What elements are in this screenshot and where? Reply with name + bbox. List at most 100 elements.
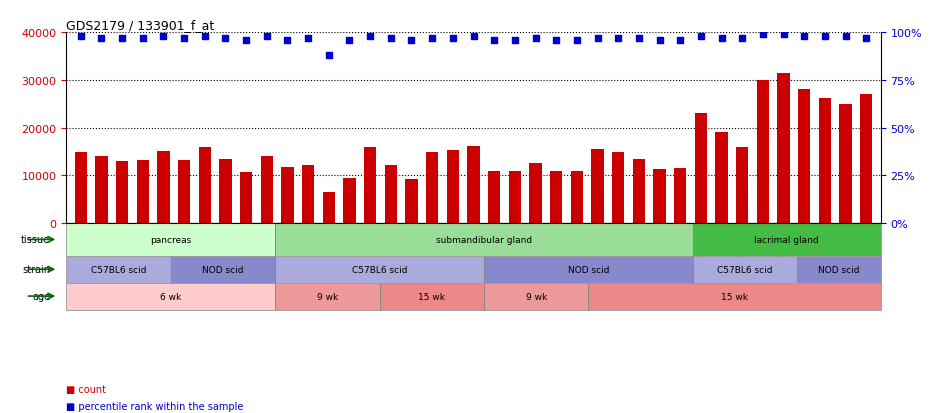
Point — [280, 37, 295, 44]
FancyBboxPatch shape — [66, 223, 276, 256]
Bar — [695, 114, 707, 223]
Text: C57BL6 scid: C57BL6 scid — [91, 265, 146, 274]
Point — [487, 37, 502, 44]
Bar — [405, 180, 418, 223]
FancyBboxPatch shape — [797, 256, 881, 283]
Bar — [509, 171, 521, 223]
Text: 15 wk: 15 wk — [419, 292, 445, 301]
Bar — [757, 81, 769, 223]
Text: NOD scid: NOD scid — [202, 265, 243, 274]
Bar — [75, 153, 87, 223]
Point — [259, 33, 275, 40]
Text: age: age — [32, 292, 50, 301]
Point — [590, 36, 605, 42]
Bar — [157, 152, 170, 223]
FancyBboxPatch shape — [693, 223, 881, 256]
Point — [817, 33, 832, 40]
Point — [218, 36, 233, 42]
Point — [73, 33, 88, 40]
FancyBboxPatch shape — [276, 223, 693, 256]
Text: pancreas: pancreas — [150, 235, 191, 244]
Point — [693, 33, 708, 40]
Text: strain: strain — [22, 265, 50, 275]
Bar — [343, 178, 356, 223]
Text: GDS2179 / 133901_f_at: GDS2179 / 133901_f_at — [66, 19, 215, 32]
Point — [776, 32, 791, 38]
Bar — [281, 167, 294, 223]
Point — [135, 36, 151, 42]
Text: ■ count: ■ count — [66, 385, 106, 394]
Point — [652, 37, 667, 44]
Point — [508, 37, 523, 44]
Point — [156, 33, 171, 40]
Point — [115, 36, 130, 42]
Text: tissue: tissue — [21, 235, 50, 245]
Text: C57BL6 scid: C57BL6 scid — [351, 265, 407, 274]
Point — [859, 36, 874, 42]
Point — [384, 36, 399, 42]
Bar — [426, 153, 438, 223]
Bar — [633, 160, 645, 223]
Bar — [612, 153, 624, 223]
FancyBboxPatch shape — [588, 283, 881, 310]
Text: ■ percentile rank within the sample: ■ percentile rank within the sample — [66, 401, 243, 411]
Point — [569, 37, 584, 44]
Bar — [178, 161, 190, 223]
FancyBboxPatch shape — [484, 283, 588, 310]
FancyBboxPatch shape — [276, 256, 484, 283]
Point — [796, 33, 812, 40]
Bar — [839, 104, 851, 223]
Bar — [777, 74, 790, 223]
Text: 9 wk: 9 wk — [316, 292, 338, 301]
Text: lacrimal gland: lacrimal gland — [755, 235, 819, 244]
Point — [466, 33, 481, 40]
Point — [548, 37, 563, 44]
Bar — [488, 172, 500, 223]
Bar — [323, 192, 335, 223]
Point — [527, 36, 543, 42]
Bar — [736, 147, 748, 223]
Point — [363, 33, 378, 40]
Bar — [467, 146, 480, 223]
Point — [176, 36, 191, 42]
FancyBboxPatch shape — [66, 283, 276, 310]
FancyBboxPatch shape — [276, 283, 380, 310]
Bar — [199, 147, 211, 223]
Bar — [260, 157, 273, 223]
Bar — [860, 95, 872, 223]
Point — [300, 36, 315, 42]
Point — [342, 37, 357, 44]
Point — [611, 36, 626, 42]
Point — [735, 36, 750, 42]
Bar — [529, 164, 542, 223]
Text: C57BL6 scid: C57BL6 scid — [717, 265, 773, 274]
Bar — [136, 161, 149, 223]
FancyBboxPatch shape — [380, 283, 484, 310]
Bar — [653, 169, 666, 223]
Text: 15 wk: 15 wk — [721, 292, 748, 301]
Text: NOD scid: NOD scid — [818, 265, 860, 274]
Bar — [447, 151, 459, 223]
Text: NOD scid: NOD scid — [567, 265, 609, 274]
Point — [424, 36, 439, 42]
Bar — [220, 159, 232, 223]
Bar — [715, 133, 727, 223]
Bar — [819, 99, 831, 223]
Point — [404, 37, 420, 44]
Text: submandibular gland: submandibular gland — [436, 235, 532, 244]
Bar — [571, 172, 583, 223]
Text: 9 wk: 9 wk — [526, 292, 546, 301]
Bar — [798, 90, 811, 223]
Point — [714, 36, 729, 42]
Bar — [364, 147, 376, 223]
Point — [756, 32, 771, 38]
Bar — [116, 161, 128, 223]
Bar — [550, 171, 563, 223]
Bar — [674, 168, 687, 223]
Bar — [302, 165, 314, 223]
Point — [239, 37, 254, 44]
Point — [321, 52, 336, 59]
Point — [632, 36, 647, 42]
Bar — [591, 150, 604, 223]
Point — [94, 36, 109, 42]
